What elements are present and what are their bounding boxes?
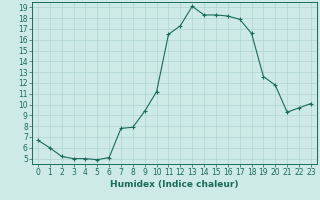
X-axis label: Humidex (Indice chaleur): Humidex (Indice chaleur) [110,180,239,189]
